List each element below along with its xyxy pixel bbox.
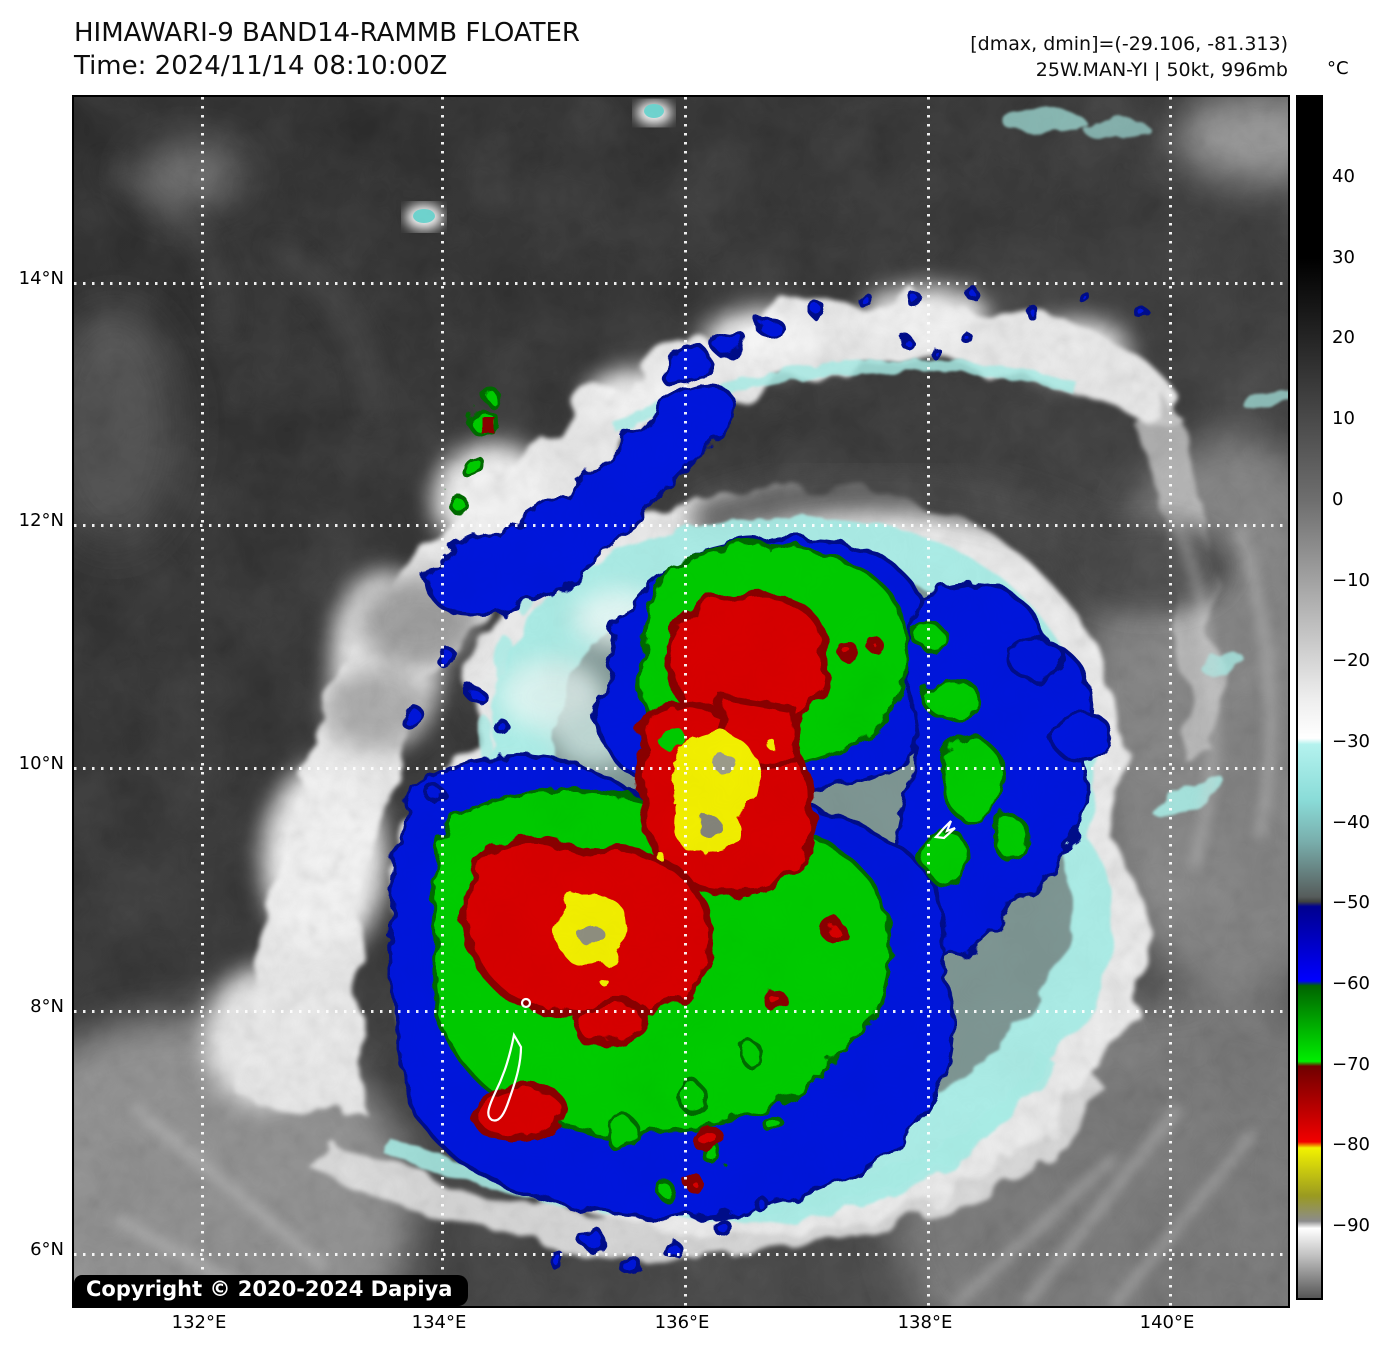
figure-timestamp: Time: 2024/11/14 08:10:00Z (74, 51, 448, 81)
dmax-dmin-label: [dmax, dmin]=(-29.106, -81.313) (970, 33, 1288, 55)
storm-info-label: 25W.MAN-YI | 50kt, 996mb (1035, 59, 1288, 81)
coastline-outlines (487, 820, 956, 1122)
x-axis-tick-label: 136°E (654, 1312, 710, 1333)
y-axis-tick-label: 12°N (18, 510, 64, 532)
y-axis-tick-label: 6°N (30, 1239, 64, 1261)
colorbar-tick-label: −50 (1332, 892, 1370, 914)
colorbar-tick-label: −90 (1332, 1214, 1370, 1236)
y-axis-tick-label: 14°N (18, 267, 64, 289)
y-axis-tick-label: 10°N (18, 753, 64, 775)
copyright-badge: Copyright © 2020-2024 Dapiya (74, 1274, 469, 1306)
colorbar-unit-label: °C (1327, 58, 1349, 79)
colorbar-tick-label: 0 (1332, 488, 1344, 510)
x-axis-tick-label: 134°E (411, 1312, 467, 1333)
colorbar-tick-label: 40 (1332, 166, 1355, 188)
figure-title: HIMAWARI-9 BAND14-RAMMB FLOATER (74, 18, 580, 48)
y-axis-tick-label: 8°N (30, 995, 64, 1017)
colorbar-tick-label: 30 (1332, 246, 1355, 268)
colorbar-tick-label: −20 (1332, 650, 1370, 672)
colorbar (1296, 95, 1323, 1300)
colorbar-tick-label: 10 (1332, 408, 1355, 430)
colorbar-tick-label: −10 (1332, 569, 1370, 591)
x-axis-tick-label: 132°E (171, 1312, 227, 1333)
x-axis-tick-label: 138°E (897, 1312, 953, 1333)
colorbar-tick-label: −40 (1332, 811, 1370, 833)
colorbar-tick-label: −80 (1332, 1134, 1370, 1156)
satellite-image (74, 97, 1288, 1306)
figure-header: HIMAWARI-9 BAND14-RAMMB FLOATER Time: 20… (74, 17, 580, 83)
colorbar-tick-label: −70 (1332, 1053, 1370, 1075)
figure-info: [dmax, dmin]=(-29.106, -81.313) 25W.MAN-… (970, 31, 1288, 83)
colorbar-tick-label: −30 (1332, 730, 1370, 752)
colorbar-tick-label: −60 (1332, 972, 1370, 994)
map-area: Copyright © 2020-2024 Dapiya (72, 95, 1290, 1308)
x-axis-tick-label: 140°E (1139, 1312, 1195, 1333)
colorbar-tick-label: 20 (1332, 327, 1355, 349)
